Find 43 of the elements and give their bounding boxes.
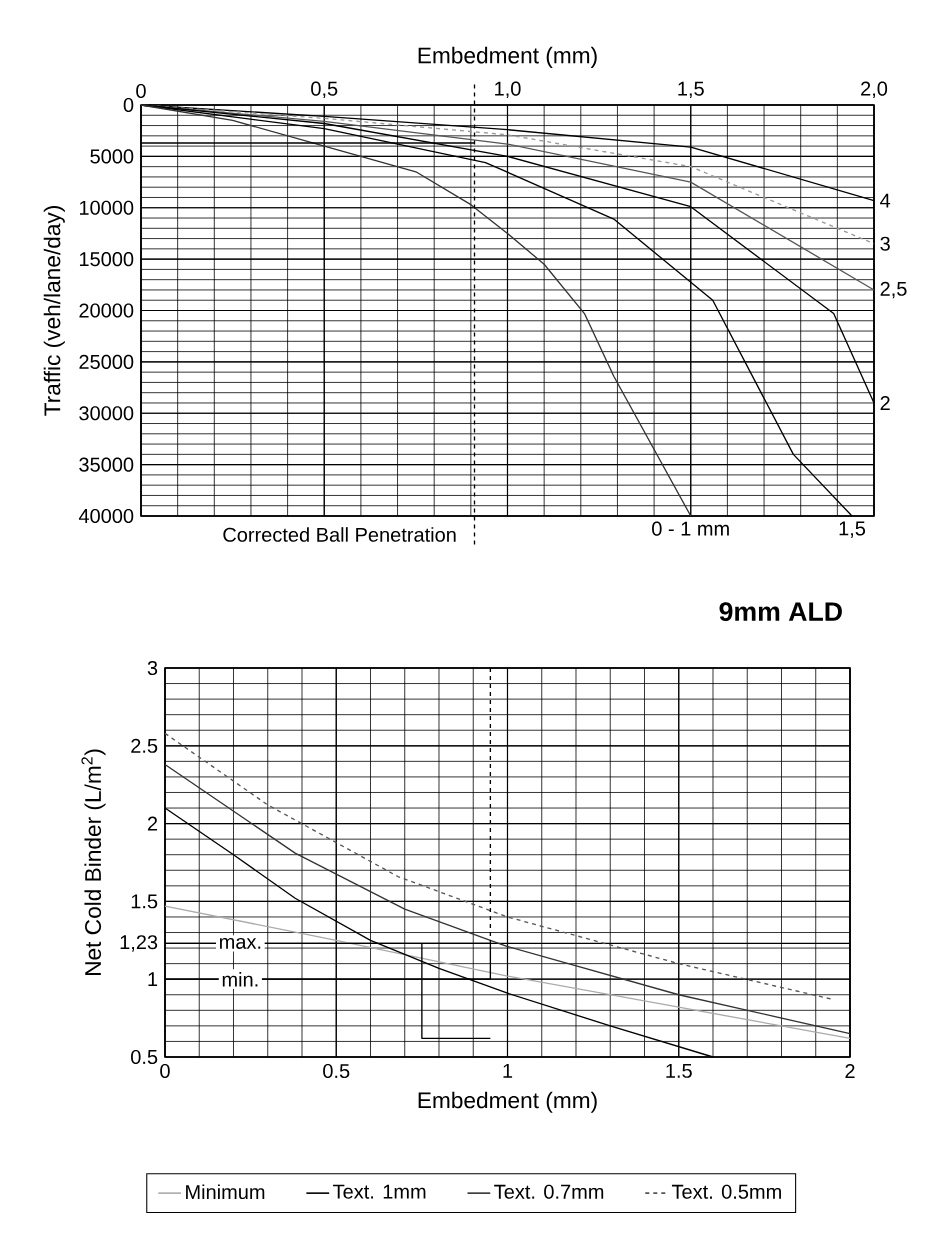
- y-tick-label: 15000: [79, 252, 134, 267]
- y-tick-label: 0: [123, 97, 134, 113]
- y-tick-label: 0.5: [131, 1049, 158, 1065]
- y-tick-label: 25000: [79, 354, 134, 369]
- x-axis-title: Embedment (mm): [418, 46, 597, 68]
- series-label: 1,5: [839, 521, 866, 538]
- x-tick-label: 2: [845, 1063, 855, 1078]
- y-tick-label: 10000: [79, 200, 134, 215]
- x-tick-label: 0: [160, 1063, 170, 1079]
- y-tick-label: 35000: [79, 457, 134, 472]
- legend-label: Text. 1mm: [333, 1184, 426, 1199]
- ref-line-label: Corrected Ball Penetration: [223, 527, 456, 542]
- annotation: min.: [222, 971, 258, 987]
- legend-label: Minimum: [186, 1184, 265, 1200]
- x-tick-label: 1,5: [678, 81, 704, 99]
- y-tick-label: 1: [148, 972, 158, 987]
- y-tick-label: 2.5: [131, 738, 158, 753]
- y-tick-label: 20000: [79, 303, 134, 318]
- x-tick-label: 2,0: [861, 81, 888, 99]
- legend-label: Text. 0.5mm: [671, 1184, 781, 1199]
- legend-label: Text. 0.7mm: [494, 1184, 604, 1199]
- y-tick-label: 1.5: [131, 894, 158, 909]
- series-label: 2,5: [880, 281, 907, 299]
- y-tick-label: 5000: [90, 149, 134, 164]
- series-label: 4: [880, 193, 891, 208]
- series-label: 2: [880, 395, 890, 410]
- x-tick-label: 1,0: [495, 81, 521, 99]
- y-axis-title: Traffic (veh/lane/day): [43, 206, 65, 416]
- x-tick-label: 1.5: [666, 1063, 692, 1078]
- series-label: 3: [880, 236, 890, 251]
- chart-title: 9mm ALD: [719, 602, 842, 622]
- x-tick-label: 0.5: [323, 1063, 350, 1079]
- y-tick-label: 2: [147, 816, 158, 831]
- y-axis-title: Net Cold Binder (L/m$^{2}$): [81, 749, 106, 975]
- series-label: 0 - 1 mm: [652, 521, 729, 536]
- annotation: max.: [220, 937, 261, 949]
- x-tick-label: 1: [503, 1063, 513, 1078]
- x-axis-title: Embedment (mm): [418, 1091, 597, 1113]
- y-tick-label: 1,23: [120, 935, 158, 952]
- y-tick-label: 3: [147, 660, 158, 676]
- y-tick-label: 40000: [78, 508, 134, 524]
- y-tick-label: 30000: [79, 406, 134, 421]
- x-tick-label: 0,5: [311, 81, 338, 99]
